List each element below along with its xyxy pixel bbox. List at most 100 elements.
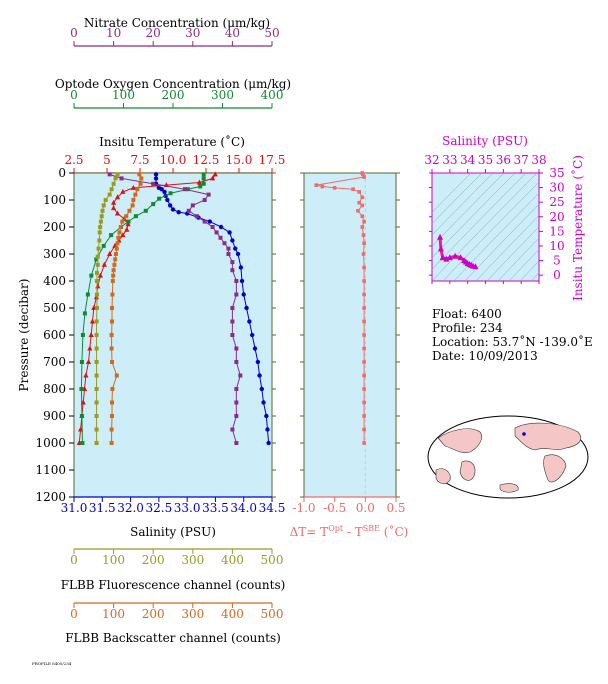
density-contour <box>442 181 539 281</box>
temperature-tick-label: 2.5 <box>64 153 83 167</box>
temperature-point <box>114 210 121 216</box>
temperature-point <box>88 332 94 337</box>
density-contour <box>432 173 483 225</box>
backscatter-point <box>110 400 115 405</box>
fluorescence-point <box>94 279 99 283</box>
fluorescence-point <box>99 214 104 219</box>
fluorescence-tick-label: 200 <box>142 553 165 567</box>
salinity-axis-title: Salinity (PSU) <box>130 525 216 539</box>
nitrate-point <box>234 414 239 418</box>
fluorescence-point <box>94 270 99 275</box>
backscatter-point <box>111 268 116 273</box>
nitrate-point <box>230 268 235 273</box>
delta-point <box>362 427 366 432</box>
ts-point <box>439 254 446 261</box>
nitrate-point <box>230 319 235 324</box>
salinity-point <box>247 319 252 324</box>
salinity-point <box>252 346 258 351</box>
density-contour <box>464 203 539 281</box>
density-contour <box>475 215 539 281</box>
backscatter-axis-title: FLBB Backscatter channel (counts) <box>65 631 281 645</box>
density-contour <box>508 249 539 281</box>
delta-point <box>361 252 366 256</box>
temperature-point <box>125 221 131 227</box>
oxygen-point <box>143 208 148 213</box>
nitrate-tick-label: 30 <box>185 26 200 40</box>
ts-salinity-title: Salinity (PSU) <box>442 134 528 148</box>
ts-point <box>472 263 479 270</box>
delta-point <box>362 219 366 224</box>
oxygen-point <box>185 187 190 192</box>
oxygen-point <box>151 202 156 207</box>
date: Date: 10/09/2013 <box>432 349 538 363</box>
oxygen-point <box>80 441 85 445</box>
oxygen-point <box>168 191 173 196</box>
backscatter-point <box>133 192 138 197</box>
salinity-point <box>159 187 164 192</box>
delta-tick-label: 0.5 <box>386 501 405 515</box>
salinity-point <box>218 224 224 230</box>
backscatter-point <box>114 373 119 378</box>
density-contour <box>486 226 539 281</box>
pressure-tick-label: 0 <box>58 166 66 180</box>
delta-point <box>362 400 366 405</box>
nitrate-point <box>226 252 231 256</box>
salinity-point <box>265 427 270 432</box>
pressure-axis-title: Pressure (decibar) <box>17 279 31 392</box>
salinity-point <box>176 209 181 215</box>
backscatter-point <box>113 257 118 262</box>
fluorescence-tick-label: 500 <box>261 553 284 567</box>
fluorescence-point <box>94 306 99 310</box>
temperature-point <box>212 171 218 177</box>
fluorescence-point <box>94 427 99 432</box>
delta-point <box>362 175 366 179</box>
delta-point <box>362 373 366 378</box>
fluorescence-point <box>94 373 99 378</box>
oxygen-point <box>201 172 206 177</box>
oxygen-tick-label: 200 <box>162 88 185 102</box>
ts-point <box>452 252 459 259</box>
ts-point <box>457 254 464 261</box>
fluorescence-point <box>94 414 99 418</box>
nitrate-axis-title: Nitrate Concentration (μm/kg) <box>84 16 270 30</box>
nitrate-point <box>190 203 195 208</box>
pressure-tick-label: 700 <box>43 355 66 369</box>
salinity-point <box>244 305 249 311</box>
pressure-tick-label: 1100 <box>35 463 66 477</box>
backscatter-point <box>117 230 122 235</box>
oxygen-point <box>133 214 138 219</box>
density-contour <box>519 260 539 281</box>
salinity-tick-label: 32.0 <box>117 501 144 515</box>
backscatter-point <box>110 279 115 283</box>
backscatter-point <box>124 214 129 219</box>
backscatter-point <box>120 219 125 224</box>
nitrate-point <box>234 360 239 364</box>
density-contour <box>432 173 472 213</box>
backscatter-tick-label: 200 <box>142 607 165 621</box>
salinity-point <box>238 265 244 270</box>
salinity-point <box>153 176 159 181</box>
fluorescence-point <box>111 181 116 186</box>
temperature-point <box>107 251 113 256</box>
delta-point <box>362 279 366 283</box>
oxygen-point <box>198 184 203 189</box>
backscatter-point <box>130 203 135 208</box>
delta-tick-label: 0.0 <box>356 501 375 515</box>
backscatter-point <box>113 252 118 256</box>
delta-point <box>320 184 325 189</box>
fluorescence-point <box>113 176 118 181</box>
fluorescence-point <box>109 187 114 192</box>
salinity-point <box>257 373 262 378</box>
oxygen-point <box>201 181 206 186</box>
delta-point <box>362 360 366 364</box>
delta-point <box>362 414 366 418</box>
ts-salinity-tick-label: 34 <box>460 153 476 167</box>
density-contour <box>453 192 539 281</box>
fluorescence-point <box>94 441 99 445</box>
salinity-tick-label: 32.5 <box>145 501 172 515</box>
nitrate-point <box>234 441 239 445</box>
nitrate-point <box>206 192 211 197</box>
salinity-tick-label: 33.0 <box>174 501 201 515</box>
salinity-point <box>250 332 255 338</box>
